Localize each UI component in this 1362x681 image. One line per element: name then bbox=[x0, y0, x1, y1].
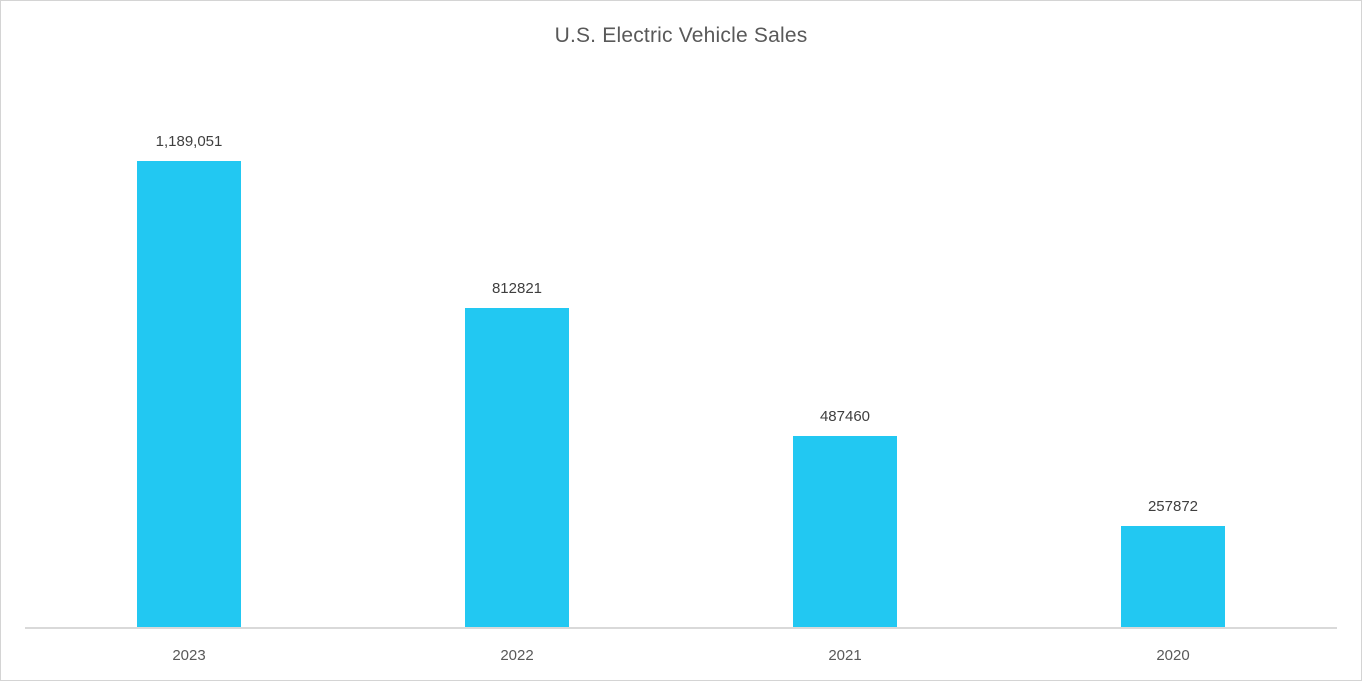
x-axis-label-2022: 2022 bbox=[500, 647, 534, 664]
bar-2022 bbox=[465, 308, 569, 627]
x-axis-labels: 2023 2022 2021 2020 bbox=[25, 646, 1337, 666]
value-label-2021: 487460 bbox=[819, 408, 871, 425]
x-axis-label-2020: 2020 bbox=[1156, 647, 1190, 664]
bar-group-2020: 257872 bbox=[1009, 76, 1337, 627]
bar-2021 bbox=[793, 436, 897, 627]
x-axis-label-2023: 2023 bbox=[172, 647, 206, 664]
plot-area: 1,189,051 812821 487460 257872 bbox=[25, 76, 1337, 629]
chart-title: U.S. Electric Vehicle Sales bbox=[554, 24, 808, 47]
bar-group-2021: 487460 bbox=[681, 76, 1009, 627]
bar-group-2023: 1,189,051 bbox=[25, 76, 353, 627]
value-label-2022: 812821 bbox=[491, 280, 543, 297]
bar-2023 bbox=[137, 161, 241, 627]
value-label-2020: 257872 bbox=[1147, 498, 1199, 515]
x-axis-label-2021: 2021 bbox=[828, 647, 862, 664]
bar-2020 bbox=[1121, 526, 1225, 627]
value-label-2023: 1,189,051 bbox=[155, 133, 223, 150]
bar-group-2022: 812821 bbox=[353, 76, 681, 627]
